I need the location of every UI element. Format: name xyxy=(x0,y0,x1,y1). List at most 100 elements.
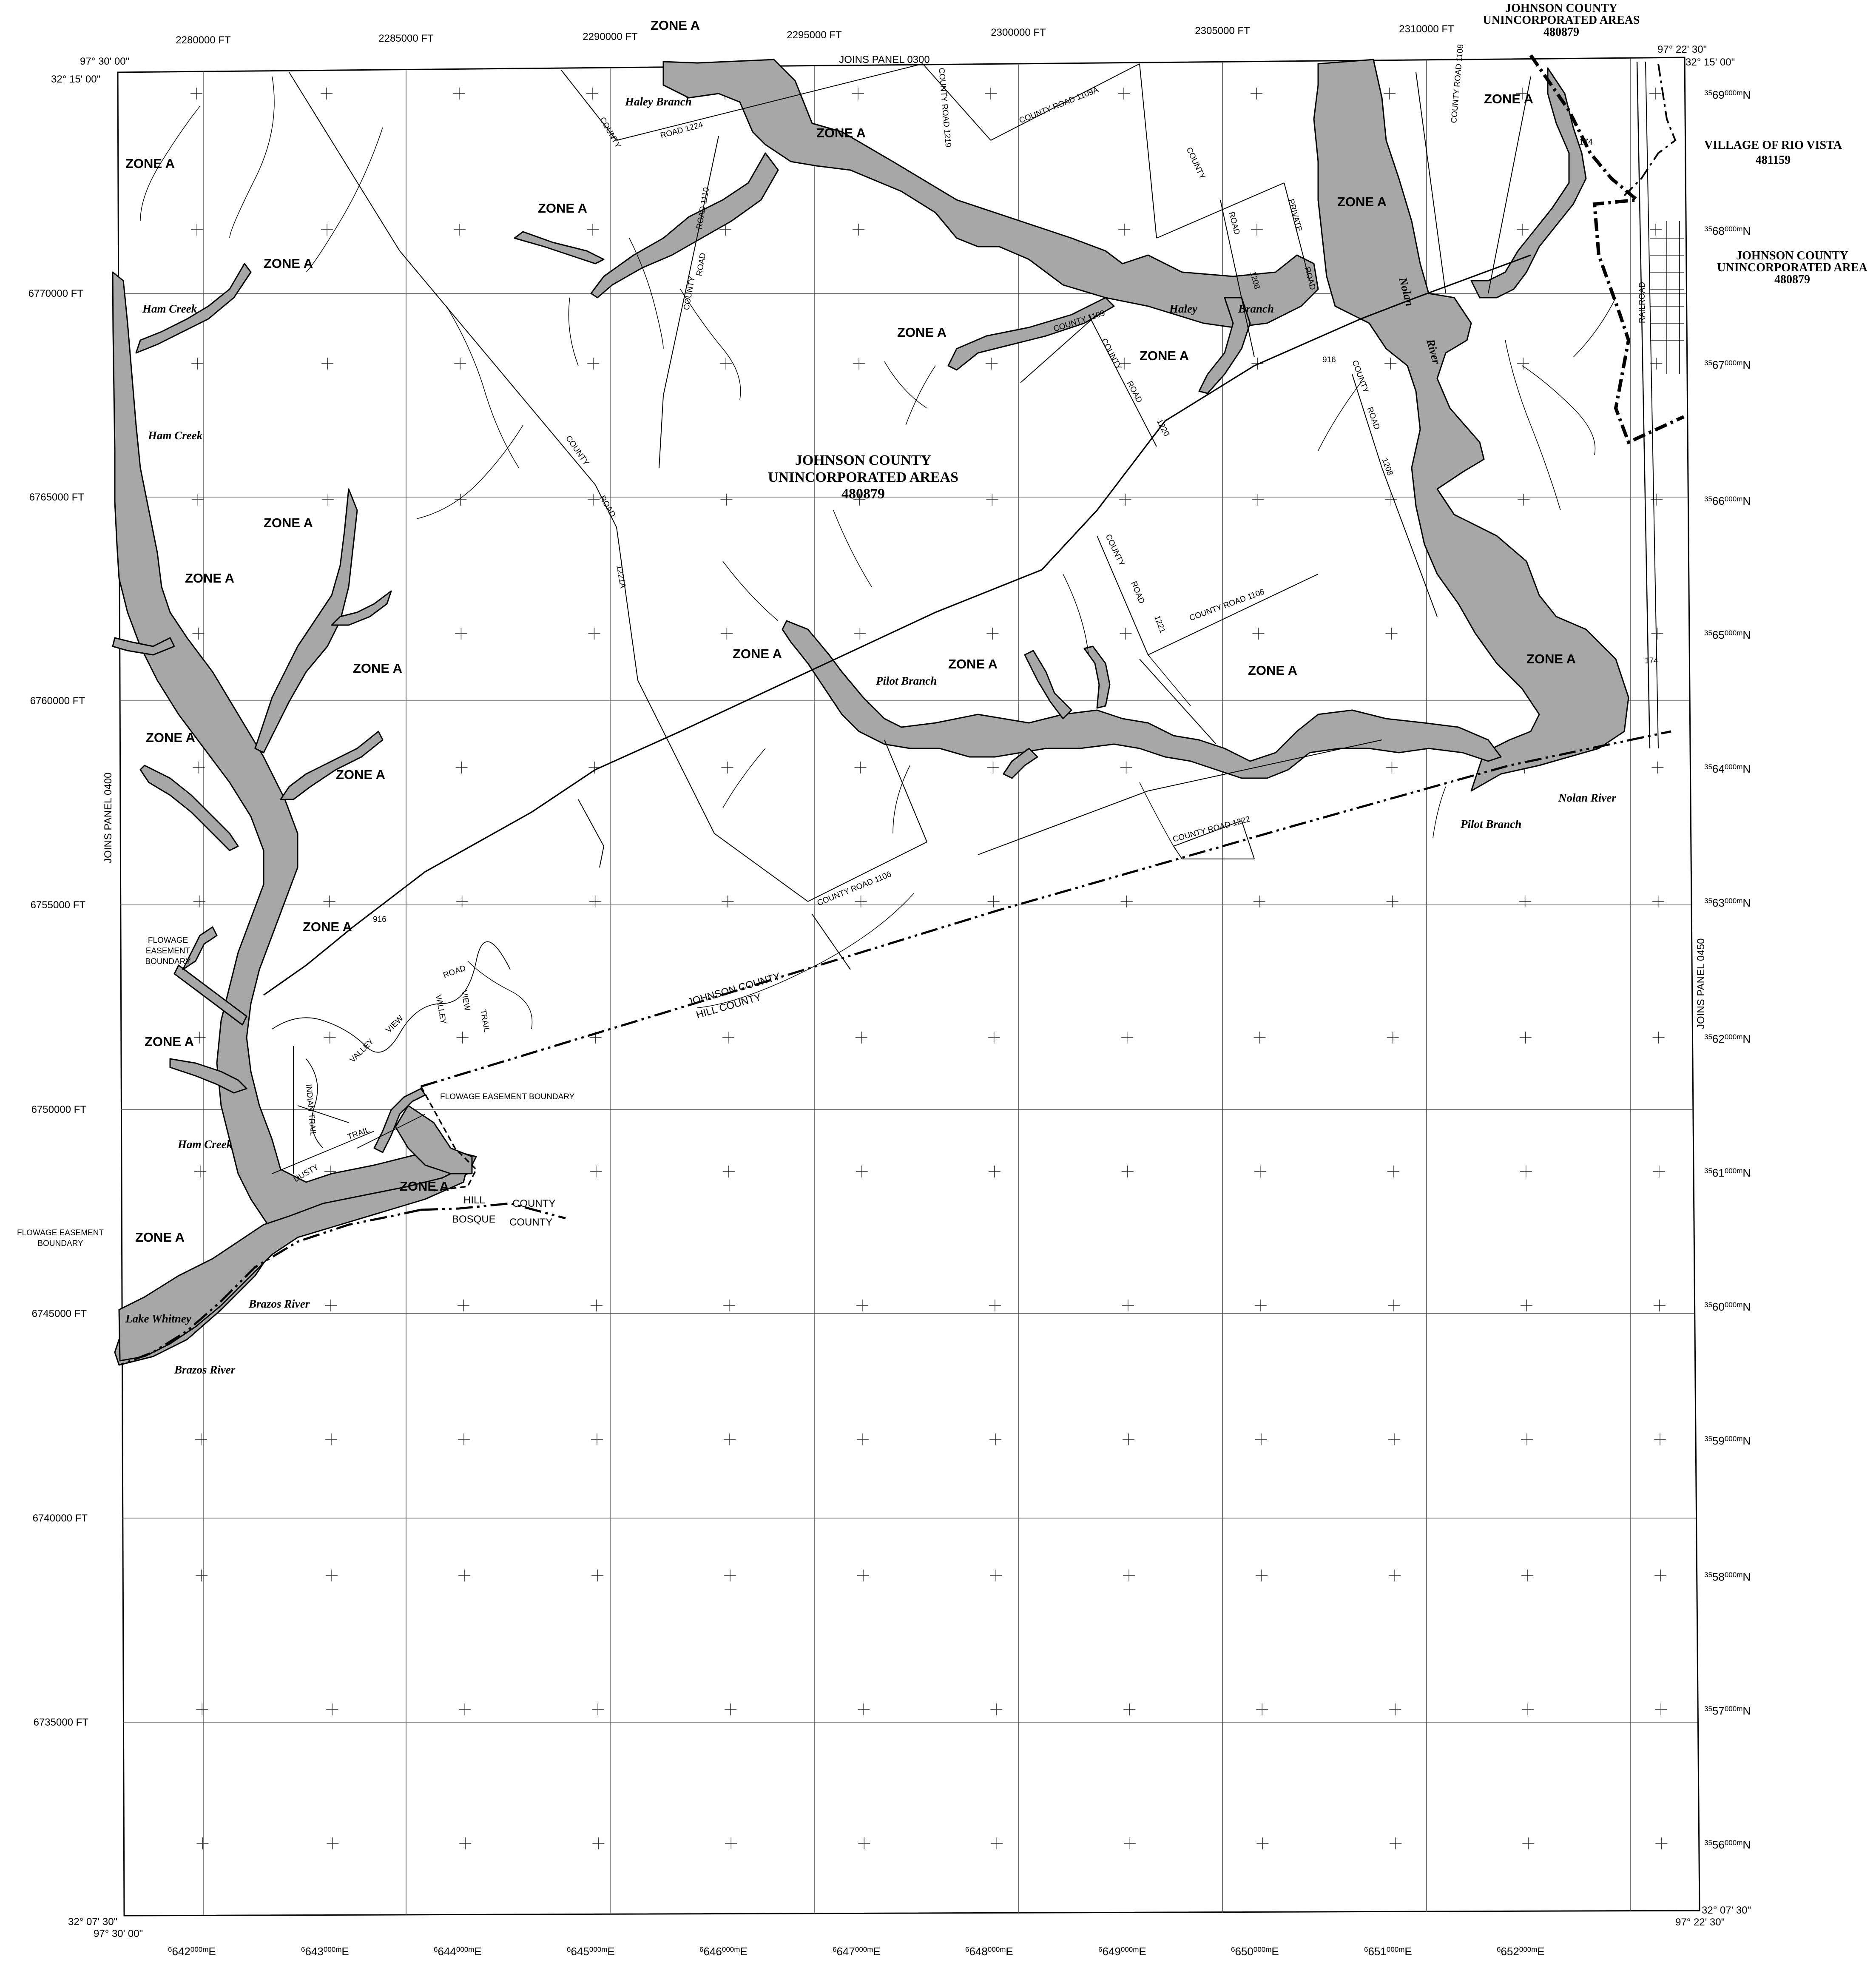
road-label-county-b: COUNTY xyxy=(1184,146,1207,181)
utm-tick xyxy=(586,88,598,100)
road-label-road-h: ROAD xyxy=(1365,406,1381,431)
utm-tick xyxy=(1652,1032,1665,1044)
road-label-private: PRIVATE xyxy=(1286,198,1304,233)
community-rio-vista-name: VILLAGE OF RIO VISTA xyxy=(1704,139,1842,152)
utm-tick xyxy=(195,1433,207,1445)
utm-tick xyxy=(327,1837,339,1849)
utm-tick xyxy=(1520,1300,1532,1311)
utm-northing-label: 3566000mN xyxy=(1704,495,1751,507)
utm-tick xyxy=(322,494,334,506)
boundary-lines xyxy=(119,54,1685,1366)
flood-area-haley-trib-north xyxy=(514,231,605,264)
flood-area-lake-whitney xyxy=(118,1164,469,1362)
creek-label-whitney: Lake Whitney xyxy=(125,1312,192,1325)
utm-tick xyxy=(1384,358,1397,370)
utm-tick xyxy=(986,628,999,640)
utm-easting-label: 6646000mE xyxy=(699,1945,748,1958)
utm-tick xyxy=(1650,358,1663,370)
utm-tick xyxy=(1119,494,1131,506)
utm-tick xyxy=(1389,1703,1401,1715)
corner-ne-lon: 97° 22' 30" xyxy=(1657,44,1707,55)
utm-tick xyxy=(1124,1837,1136,1849)
utm-tick xyxy=(455,762,468,773)
road-label-railroad: RAILROAD xyxy=(1638,282,1647,323)
grid-label-top-3: 2290000 FT xyxy=(583,31,638,43)
utm-northing-label: 3557000mN xyxy=(1704,1704,1751,1717)
joins-panel-top: JOINS PANEL 0300 xyxy=(839,54,929,65)
utm-easting-label: 6652000mE xyxy=(1497,1945,1545,1958)
grid-label-left-3: 6760000 FT xyxy=(30,695,85,707)
utm-tick xyxy=(193,1032,206,1044)
flood-area-haley-trib-se xyxy=(1198,297,1251,394)
creek-label-brazos-1: Brazos River xyxy=(248,1297,310,1310)
grid-label-top-6: 2305000 FT xyxy=(1195,25,1250,37)
road-label-county-f: COUNTY xyxy=(1103,533,1126,568)
utm-tick xyxy=(989,1433,1001,1445)
zone-label: ZONE A xyxy=(1484,91,1533,106)
corner-sw-lat: 32° 07' 30" xyxy=(68,1916,117,1928)
utm-tick xyxy=(1251,88,1262,100)
flood-area-ham-trib-3 xyxy=(139,765,239,851)
utm-tick xyxy=(1120,628,1132,640)
zone-label: ZONE A xyxy=(1140,348,1189,363)
utm-tick xyxy=(587,358,600,370)
utm-tick xyxy=(854,628,866,640)
utm-labels: 6642000mE 6643000mE 6644000mE 6645000mE 6646… xyxy=(168,88,1751,1958)
utm-easting-label: 6648000mE xyxy=(965,1945,1013,1958)
utm-tick xyxy=(1254,1300,1267,1311)
boundary-label-flowage-b2: BOUNDARY xyxy=(37,1239,83,1248)
utm-tick xyxy=(986,358,998,370)
road-label-1108: COUNTY ROAD 1108 xyxy=(1450,44,1465,123)
creek-label-ham-2: Ham Creek xyxy=(148,429,203,442)
corner-ne-lat: 32° 15' 00" xyxy=(1686,57,1735,68)
utm-tick xyxy=(1121,1032,1133,1044)
utm-tick xyxy=(1118,224,1131,236)
utm-tick xyxy=(1652,896,1664,907)
boundary-label-flowage-1: FLOWAGE xyxy=(148,936,188,945)
road-label-trail-1: TRAIL xyxy=(478,1009,491,1033)
zone-label: ZONE A xyxy=(336,767,385,782)
road-label-valley-2: VALLEY xyxy=(434,994,448,1025)
utm-tick xyxy=(590,1166,602,1177)
utm-northing-label: 3561000mN xyxy=(1704,1166,1751,1179)
community-main-id: 480879 xyxy=(841,486,885,502)
utm-tick xyxy=(988,1032,1000,1044)
road-label-1222a: COUNTY ROAD 1222 xyxy=(1172,815,1251,844)
utm-tick xyxy=(1387,1300,1400,1311)
utm-tick xyxy=(1521,1433,1533,1445)
zone-label: ZONE A xyxy=(948,657,998,671)
utm-tick xyxy=(592,1703,604,1715)
flood-area-ham-trib-2 xyxy=(280,731,384,800)
grid-label-top-2: 2285000 FT xyxy=(378,33,434,44)
flood-area-pilot-trib-3 xyxy=(1003,748,1038,779)
utm-northing-label: 3565000mN xyxy=(1704,628,1751,641)
utm-northing-label: 3562000mN xyxy=(1704,1032,1751,1045)
utm-northing-label: 3560000mN xyxy=(1704,1300,1751,1313)
creek-label-haley-a: Haley xyxy=(1169,302,1198,315)
utm-tick xyxy=(457,1300,469,1311)
utm-tick xyxy=(1386,896,1398,907)
creek-label-haley-b: Branch xyxy=(1238,302,1274,315)
road-label-1221: 1221 xyxy=(1152,614,1167,634)
state-plane-grid xyxy=(119,58,1697,1915)
utm-tick xyxy=(591,1570,604,1581)
utm-tick xyxy=(592,1837,605,1849)
flood-area-ham-trib-west-1 xyxy=(112,637,175,656)
roads xyxy=(289,63,1531,970)
highway-174-railroad xyxy=(1636,61,1659,749)
community-main-name-1: JOHNSON COUNTY xyxy=(795,452,931,468)
utm-easting-label: 6649000mE xyxy=(1098,1945,1146,1958)
utm-tick xyxy=(1252,628,1265,640)
community-east-name-1: JOHNSON COUNTY xyxy=(1736,249,1848,262)
utm-tick xyxy=(1118,88,1130,100)
road-label-174-b: 174 xyxy=(1645,657,1658,665)
utm-tick xyxy=(1517,224,1529,236)
utm-tick xyxy=(990,1570,1002,1581)
utm-northing-label: 3569000mN xyxy=(1704,88,1751,101)
utm-tick xyxy=(856,1166,868,1177)
boundary-label-flowage-3: BOUNDARY xyxy=(145,957,191,966)
utm-tick xyxy=(193,896,205,907)
creek-label-haley: Haley Branch xyxy=(625,95,692,108)
utm-tick xyxy=(1385,628,1398,640)
utm-tick xyxy=(455,494,467,506)
